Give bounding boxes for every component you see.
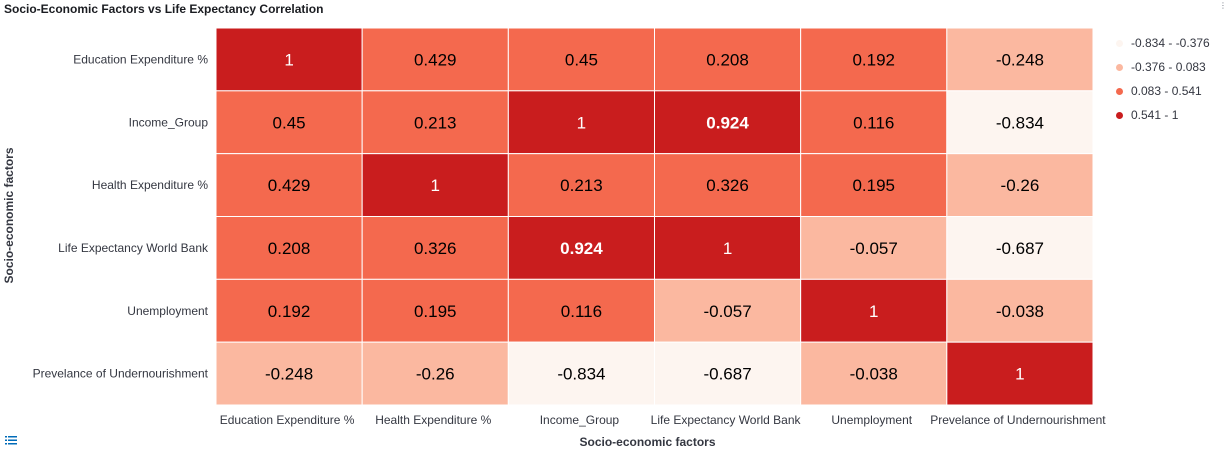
cell-value-label: 1: [431, 176, 440, 195]
heatmap-cell[interactable]: [507, 90, 656, 155]
y-tick-label: Life Expectancy World Bank: [58, 241, 209, 255]
cell-value-label: 0.429: [268, 176, 311, 195]
x-tick-label: Health Expenditure %: [375, 413, 491, 427]
heatmap-cell[interactable]: [215, 341, 363, 406]
y-tick-label: Unemployment: [127, 304, 208, 318]
cell-value-label: 0.924: [706, 113, 749, 132]
heatmap-cell[interactable]: [507, 153, 656, 218]
x-tick-label: Income_Group: [540, 413, 620, 427]
cell-value-label: 1: [723, 239, 732, 258]
cell-value-label: -0.057: [703, 302, 751, 321]
cell-value-label: 0.192: [268, 302, 311, 321]
heatmap-cell[interactable]: [215, 27, 363, 92]
heatmap-cell[interactable]: [800, 90, 948, 155]
cell-value-label: -0.248: [265, 365, 313, 384]
heatmap-cell[interactable]: [361, 216, 509, 280]
heatmap-cell[interactable]: [361, 341, 509, 406]
heatmap-cell[interactable]: [654, 153, 802, 218]
heatmap-cell[interactable]: [800, 216, 948, 280]
cell-value-label: 0.192: [852, 50, 895, 69]
y-tick-label: Prevelance of Undernourishment: [33, 367, 209, 381]
x-tick-label: Prevelance of Undernourishment: [930, 413, 1106, 427]
legend-label: 0.541 - 1: [1131, 108, 1179, 122]
heatmap-cell[interactable]: [654, 27, 802, 92]
cell-value-label: 1: [577, 113, 586, 132]
heatmap-cell[interactable]: [946, 278, 1094, 343]
heatmap-cell[interactable]: [800, 341, 948, 406]
legend-label: 0.083 - 0.541: [1131, 84, 1202, 98]
cell-value-label: -0.038: [850, 365, 898, 384]
legend-item[interactable]: -0.834 - -0.376: [1115, 31, 1210, 55]
heatmap-cell[interactable]: [946, 153, 1094, 218]
menu-icon[interactable]: ⋮: [1219, 1, 1227, 10]
cell-value-label: -0.687: [703, 365, 751, 384]
x-tick-label: Unemployment: [831, 413, 912, 427]
legend-label: -0.376 - 0.083: [1131, 60, 1206, 74]
legend-swatch: [1116, 111, 1123, 119]
cell-value-label: 0.116: [853, 113, 894, 132]
cell-value-label: 0.213: [560, 176, 603, 195]
chart-title: Socio-Economic Factors vs Life Expectanc…: [4, 2, 324, 16]
legend-item[interactable]: 0.083 - 0.541: [1115, 79, 1210, 103]
y-tick-label: Education Expenditure %: [73, 52, 208, 66]
heatmap-cell[interactable]: [361, 27, 509, 92]
x-tick-label: Education Expenditure %: [220, 413, 355, 427]
cell-value-label: 0.326: [414, 239, 457, 258]
cell-value-label: -0.057: [850, 239, 898, 258]
legend-swatch: [1116, 87, 1123, 95]
cell-value-label: 1: [1015, 365, 1024, 384]
cell-value-label: 0.326: [706, 176, 749, 195]
cell-value-label: -0.687: [996, 239, 1044, 258]
cell-value-label: -0.834: [557, 365, 605, 384]
heatmap-cell[interactable]: [215, 153, 363, 218]
y-tick-label: Income_Group: [129, 115, 209, 129]
cell-value-label: 1: [284, 50, 293, 69]
heatmap-cell[interactable]: [654, 216, 802, 280]
cell-value-label: 0.195: [852, 176, 895, 195]
cell-value-label: 0.924: [560, 239, 603, 258]
cell-value-label: 0.208: [706, 50, 749, 69]
heatmap-cell[interactable]: [946, 216, 1094, 280]
heatmap-cell[interactable]: [507, 216, 656, 280]
x-tick-label: Life Expectancy World Bank: [651, 413, 802, 427]
legend-swatch: [1116, 63, 1123, 71]
legend: -0.834 - -0.376 -0.376 - 0.083 0.083 - 0.5…: [1115, 31, 1210, 127]
cell-value-label: -0.26: [1001, 176, 1040, 195]
heatmap-cell[interactable]: [507, 27, 656, 92]
heatmap-cell[interactable]: [946, 90, 1094, 155]
cell-value-label: 0.208: [268, 239, 311, 258]
cell-value-label: 0.116: [561, 302, 602, 321]
legend-item[interactable]: -0.376 - 0.083: [1115, 55, 1210, 79]
cell-value-label: -0.038: [996, 302, 1044, 321]
heatmap-cell[interactable]: [215, 90, 363, 155]
heatmap-cell[interactable]: [654, 90, 802, 155]
x-axis-title: Socio-economic factors: [579, 435, 715, 449]
legend-label: -0.834 - -0.376: [1131, 36, 1210, 50]
heatmap-cell[interactable]: [361, 278, 509, 343]
heatmap-cell[interactable]: [507, 341, 656, 406]
heatmap-cell[interactable]: [361, 153, 509, 218]
cell-value-label: 0.45: [273, 113, 306, 132]
heatmap-cell[interactable]: [800, 153, 948, 218]
cell-value-label: -0.834: [996, 113, 1044, 132]
y-tick-label: Health Expenditure %: [92, 178, 208, 192]
heatmap-cell[interactable]: [946, 27, 1094, 92]
cell-value-label: 0.429: [414, 50, 457, 69]
cell-value-label: 0.213: [414, 113, 457, 132]
legend-item[interactable]: 0.541 - 1: [1115, 103, 1210, 127]
heatmap-cell[interactable]: [507, 278, 656, 343]
cell-value-label: 0.45: [565, 50, 598, 69]
cell-value-label: -0.26: [416, 365, 455, 384]
legend-swatch: [1116, 39, 1123, 47]
cell-value-label: 0.195: [414, 302, 457, 321]
heatmap-cell[interactable]: [946, 341, 1094, 406]
cell-value-label: -0.248: [996, 50, 1044, 69]
list-icon[interactable]: [5, 434, 17, 446]
y-axis-title: Socio-economic factors: [2, 147, 16, 283]
cell-value-label: 1: [869, 302, 878, 321]
